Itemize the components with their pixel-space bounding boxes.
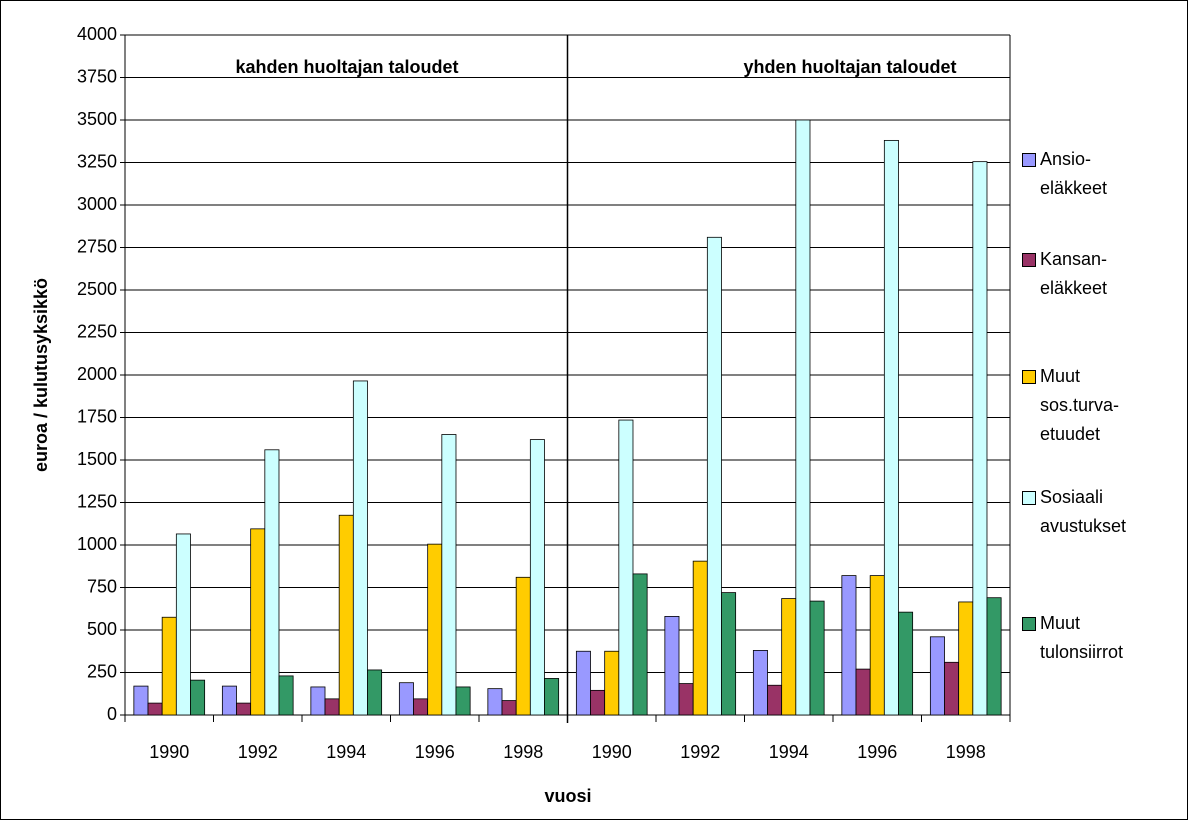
legend-swatch: [1022, 253, 1036, 267]
legend-swatch: [1022, 491, 1036, 505]
bar: [338, 514, 354, 716]
bar: [869, 575, 885, 716]
x-tick-label: 1998: [946, 742, 986, 762]
bar: [958, 601, 974, 716]
bar: [515, 576, 531, 716]
bar: [501, 700, 517, 716]
bar: [441, 434, 457, 716]
y-tick-label: 3250: [77, 151, 117, 171]
bar: [632, 573, 648, 716]
y-tick-label: 2750: [77, 236, 117, 256]
bar: [752, 650, 768, 716]
x-tick-label: 1990: [592, 742, 632, 762]
x-tick-label: 1998: [503, 742, 543, 762]
bar: [795, 119, 811, 716]
legend-swatch: [1022, 617, 1036, 631]
legend-entry: Ansio- eläkkeet: [1040, 149, 1108, 198]
legend-entry: Muut sos.turva- etuudet: [1040, 366, 1120, 444]
bar: [221, 685, 237, 716]
bar: [147, 702, 163, 716]
bar: [972, 161, 988, 716]
bar: [767, 684, 783, 716]
bar: [590, 689, 606, 716]
y-axis-label: euroa / kulutusyksikkö: [31, 278, 51, 472]
y-tick-label: 2500: [77, 279, 117, 299]
bar: [604, 650, 620, 716]
x-tick-label: 1996: [857, 742, 897, 762]
y-tick-label: 4000: [77, 24, 117, 44]
bar: [352, 380, 368, 716]
bar: [841, 575, 857, 716]
bar: [678, 683, 694, 716]
bar: [664, 616, 680, 716]
bar: [190, 679, 206, 716]
bar: [855, 668, 871, 716]
bar: [575, 650, 591, 716]
annotation: kahden huoltajan taloudet: [235, 57, 458, 77]
y-tick-label: 1000: [77, 534, 117, 554]
bar: [618, 419, 634, 716]
x-tick-label: 1996: [415, 742, 455, 762]
y-tick-label: 750: [87, 576, 117, 596]
bar: [706, 236, 722, 716]
x-tick-label: 1990: [149, 742, 189, 762]
bar: [264, 449, 280, 716]
x-tick-label: 1994: [769, 742, 809, 762]
y-tick-label: 1500: [77, 449, 117, 469]
bar: [413, 698, 429, 716]
y-tick-label: 3000: [77, 194, 117, 214]
bar: [692, 560, 708, 716]
y-tick-label: 1750: [77, 406, 117, 426]
bar: [236, 702, 252, 716]
annotation: yhden huoltajan taloudet: [743, 57, 956, 77]
y-tick-label: 2250: [77, 321, 117, 341]
bar: [427, 543, 443, 716]
bar: [324, 698, 340, 716]
bar: [929, 636, 945, 716]
bar: [310, 686, 326, 716]
bar: [455, 686, 471, 716]
bar: [883, 139, 899, 716]
y-tick-label: 3500: [77, 109, 117, 129]
bar: [398, 682, 414, 716]
y-tick-label: 2000: [77, 364, 117, 384]
bar: [175, 533, 191, 716]
bar: [250, 528, 266, 716]
legend-swatch: [1022, 153, 1036, 167]
bar: [487, 688, 503, 716]
bar: [544, 678, 560, 716]
legend-swatch: [1022, 370, 1036, 384]
y-tick-label: 3750: [77, 66, 117, 86]
x-tick-label: 1992: [238, 742, 278, 762]
x-tick-label: 1992: [680, 742, 720, 762]
bar: [278, 675, 294, 716]
bar: [781, 598, 797, 716]
bar: [133, 685, 149, 716]
bar: [986, 597, 1002, 716]
x-axis-label: vuosi: [544, 786, 591, 806]
bar: [944, 661, 960, 716]
legend-entry: Kansan- eläkkeet: [1040, 249, 1108, 298]
bar: [721, 592, 737, 716]
y-tick-label: 1250: [77, 491, 117, 511]
y-tick-label: 0: [107, 704, 117, 724]
bar: [161, 616, 177, 716]
bar: [809, 600, 825, 716]
x-tick-label: 1994: [326, 742, 366, 762]
bar: [529, 439, 545, 716]
bar: [898, 611, 914, 716]
y-tick-label: 250: [87, 661, 117, 681]
y-tick-label: 500: [87, 619, 117, 639]
legend-entry: Muut tulonsiirrot: [1040, 613, 1124, 662]
legend-entry: Sosiaali avustukset: [1040, 487, 1127, 536]
bar: [367, 669, 383, 716]
